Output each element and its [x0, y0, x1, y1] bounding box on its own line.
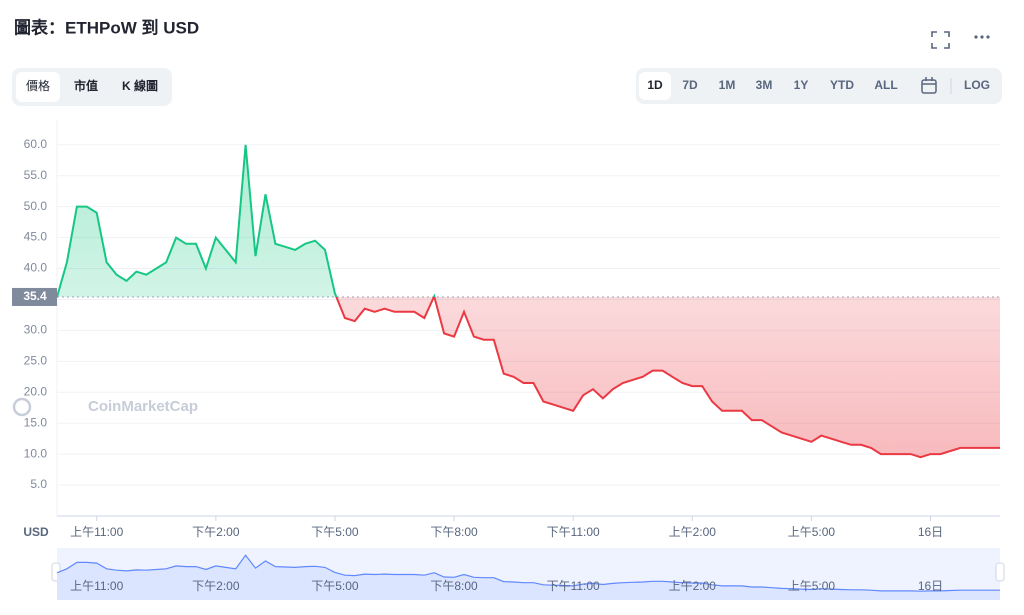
- range-selected: [639, 72, 671, 100]
- navigator-tick-label: 上午11:00: [70, 579, 123, 593]
- area-down: [57, 296, 1000, 458]
- calendar-lines: [922, 77, 936, 85]
- tab[interactable]: 價格: [26, 78, 50, 93]
- range-group: [636, 68, 1002, 104]
- dot: [974, 35, 978, 39]
- x-tick-label: 下午11:00: [547, 525, 600, 539]
- y-tick-label: 20.0: [24, 384, 48, 398]
- reference-label: 35.4: [23, 289, 47, 303]
- y-tick-label: 30.0: [24, 323, 48, 337]
- dot: [986, 35, 990, 39]
- y-tick-label: 50.0: [24, 199, 48, 213]
- tab[interactable]: K 線圖: [122, 78, 158, 93]
- y-tick-label: 55.0: [24, 168, 48, 182]
- y-tick-label: 5.0: [30, 477, 47, 491]
- x-tick-label: 下午8:00: [430, 525, 478, 539]
- line-up: [56, 144, 436, 297]
- navigator-tick-label: 上午2:00: [669, 579, 717, 593]
- navigator-tick-label: 下午2:00: [192, 579, 240, 593]
- navigator-tick-label: 上午5:00: [788, 579, 836, 593]
- navigator-handle[interactable]: [995, 562, 1005, 582]
- x-tick-label: 下午2:00: [192, 525, 240, 539]
- more-icon[interactable]: [974, 35, 990, 39]
- calendar-icon[interactable]: [921, 77, 937, 94]
- range-button[interactable]: ALL: [874, 78, 897, 92]
- y-tick-label: 60.0: [24, 137, 48, 151]
- range-button[interactable]: 1Y: [794, 78, 809, 92]
- navigator-line: [56, 554, 1000, 592]
- area-up: [57, 144, 1000, 297]
- log-toggle[interactable]: LOG: [964, 78, 990, 92]
- title: 圖表：ETHPoW 到 USD: [14, 17, 199, 37]
- navigator-tick-label: 下午11:00: [547, 579, 600, 593]
- watermark-logo: [12, 397, 32, 417]
- tab[interactable]: 市值: [74, 78, 98, 93]
- y-tick-label: 25.0: [24, 353, 48, 367]
- navigator-tick-label: 下午8:00: [430, 579, 478, 593]
- y-tick-label: 15.0: [24, 415, 48, 429]
- x-tick-label: 上午5:00: [788, 525, 836, 539]
- reference-label-bg: [12, 287, 57, 306]
- range-button[interactable]: 3M: [756, 78, 773, 92]
- watermark: CoinMarketCap: [88, 398, 198, 415]
- tab-selected: [16, 72, 60, 102]
- dot: [980, 35, 984, 39]
- range-button[interactable]: YTD: [830, 78, 854, 92]
- y-axis-label: USD: [23, 525, 49, 539]
- y-tick-label: 40.0: [24, 261, 48, 275]
- x-tick-label: 上午2:00: [669, 525, 717, 539]
- navigator-area: [57, 555, 1000, 600]
- range-button[interactable]: 1D: [647, 78, 663, 92]
- x-tick-label: 下午5:00: [311, 525, 359, 539]
- y-tick-label: 10.0: [24, 446, 48, 460]
- navigator-tick-label: 16日: [918, 579, 943, 593]
- navigator-tick-label: 下午5:00: [311, 579, 359, 593]
- line-down: [56, 296, 1000, 459]
- range-button[interactable]: 7D: [682, 78, 698, 92]
- y-tick-label: 45.0: [24, 230, 48, 244]
- fullscreen-path: [931, 31, 950, 49]
- fullscreen-icon[interactable]: [931, 31, 950, 49]
- x-tick-label: 上午11:00: [70, 525, 123, 539]
- range-button[interactable]: 1M: [719, 78, 736, 92]
- calendar-body: [921, 79, 937, 94]
- x-tick-label: 16日: [918, 525, 943, 539]
